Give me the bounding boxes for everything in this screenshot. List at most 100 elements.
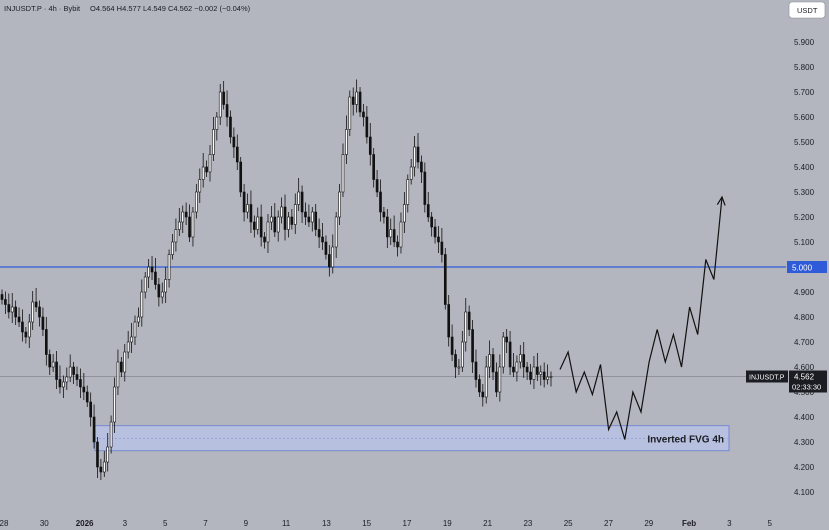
candle-body <box>215 116 219 130</box>
candle <box>457 359 461 375</box>
current-price-tag-countdown: 02:33:30 <box>792 383 821 392</box>
candle <box>218 84 222 125</box>
candle-body <box>123 351 127 373</box>
candle-body <box>368 136 372 155</box>
candle-body <box>338 191 341 218</box>
candle-body <box>334 216 338 248</box>
x-tick-label: 19 <box>443 519 452 528</box>
candle-body <box>157 284 161 298</box>
candle-body <box>45 329 48 355</box>
candle <box>474 349 478 388</box>
candle-body <box>542 371 546 380</box>
candle-body <box>150 266 154 273</box>
candle-body <box>331 246 335 268</box>
x-tick-label: 29 <box>644 519 653 528</box>
candle-body <box>515 361 519 373</box>
candle <box>181 205 185 233</box>
candle-body <box>120 361 123 373</box>
candle-body <box>177 221 181 230</box>
y-tick-label: 5.200 <box>794 213 815 222</box>
candle-body <box>328 254 331 268</box>
candle <box>68 354 72 382</box>
candle <box>498 354 502 402</box>
candle-body <box>160 291 164 298</box>
candle <box>208 145 212 182</box>
candle-body <box>205 166 208 173</box>
candle <box>379 179 382 222</box>
candle-body <box>106 446 110 463</box>
candle-body <box>471 329 474 363</box>
candle <box>143 272 147 299</box>
candle <box>157 278 161 307</box>
candle-body <box>392 229 396 243</box>
candle-body <box>130 336 133 343</box>
y-tick-label: 5.600 <box>794 113 815 122</box>
candle <box>48 349 52 375</box>
currency-button[interactable] <box>788 1 826 19</box>
y-tick-label: 4.800 <box>794 313 815 322</box>
candles <box>0 79 553 480</box>
candle-body <box>109 421 113 448</box>
candle <box>24 327 28 344</box>
candle <box>133 315 137 345</box>
candle <box>290 209 294 230</box>
candle-body <box>505 336 508 343</box>
candle-body <box>474 361 478 380</box>
candle <box>518 345 522 369</box>
candle-body <box>300 191 304 213</box>
candle-body <box>297 191 300 205</box>
x-tick-label: 2026 <box>76 519 94 528</box>
candle <box>10 293 14 323</box>
candle <box>38 300 41 327</box>
candle <box>287 212 290 238</box>
candle <box>508 331 512 375</box>
candle-body <box>443 254 447 305</box>
candle <box>440 228 444 263</box>
candle-body <box>270 216 273 223</box>
level-price-tag <box>787 261 827 273</box>
y-tick-label: 4.700 <box>794 338 815 347</box>
candle <box>280 197 283 224</box>
candle-body <box>229 116 232 138</box>
candle <box>454 349 457 378</box>
candle-body <box>375 179 379 193</box>
candle-body <box>208 154 212 173</box>
candle <box>246 193 249 219</box>
candle <box>491 348 495 380</box>
y-tick-label: 5.100 <box>794 238 815 247</box>
candle-body <box>426 204 430 218</box>
candle <box>328 245 331 277</box>
x-tick-label: 3 <box>727 519 732 528</box>
candle <box>420 155 423 183</box>
candle <box>372 148 376 188</box>
candle-body <box>89 401 92 418</box>
candle-body <box>536 366 539 375</box>
candle-body <box>293 204 297 225</box>
candle <box>355 79 358 113</box>
candle-body <box>225 104 229 118</box>
candle <box>96 437 99 478</box>
candle <box>21 309 24 342</box>
candle-body <box>201 166 205 180</box>
x-tick-label: 30 <box>40 519 49 528</box>
candle-body <box>246 204 249 213</box>
candle <box>34 288 38 312</box>
candle-body <box>413 146 416 168</box>
candle <box>242 184 246 222</box>
candle-body <box>0 294 4 300</box>
candle-body <box>379 191 382 213</box>
candle <box>324 235 328 260</box>
candle-body <box>430 216 433 228</box>
candle <box>222 81 225 110</box>
projection-path <box>559 195 726 440</box>
candle <box>276 210 280 242</box>
candle <box>27 314 31 348</box>
candle-body <box>450 336 454 355</box>
candle-body <box>433 226 437 238</box>
candle <box>515 355 519 382</box>
candle <box>484 356 488 404</box>
candle <box>399 212 403 254</box>
candle <box>92 404 96 449</box>
y-tick-label: 4.400 <box>794 413 815 422</box>
